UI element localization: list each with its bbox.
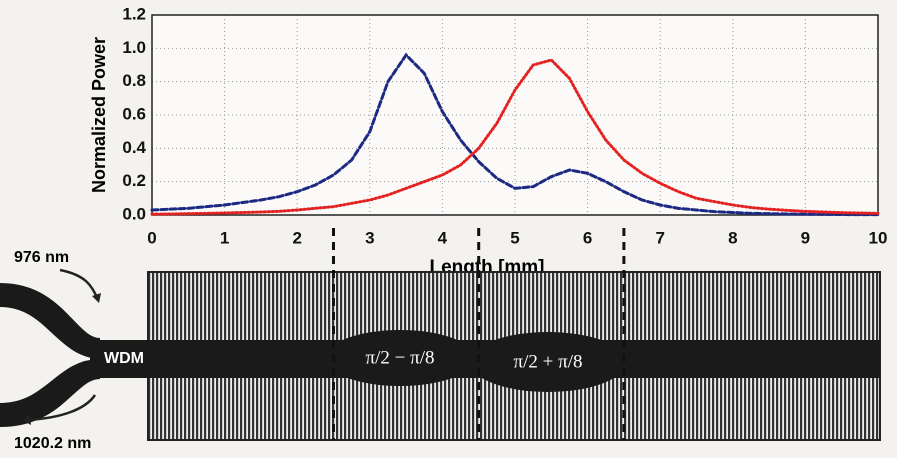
device: 976 nm 1020.2 nm WDM π/2 − π/8 π/2 + π/8 (0, 249, 881, 452)
y-tick-label: 0.2 (122, 171, 146, 190)
section-ellipse (470, 332, 626, 392)
plot: 0.0 0.2 0.4 0.6 0.8 1.0 1.2 0 1 2 3 4 5 6 7 8 9 10 (122, 4, 887, 247)
input-arrow (59, 268, 100, 301)
x-tick-label: 10 (869, 228, 888, 247)
input-wavelength: 976 nm (14, 249, 69, 266)
y-tick-label: 0.6 (122, 104, 146, 123)
x-tick-label: 6 (583, 228, 592, 247)
output-wavelength: 1020.2 nm (14, 435, 91, 452)
y-axis-label: Normalized Power (89, 37, 109, 193)
y-tick-label: 1.2 (122, 4, 146, 23)
x-tick-label: 5 (510, 228, 519, 247)
arrow-head (92, 293, 101, 303)
x-tick-label: 2 (292, 228, 301, 247)
wdm-label: WDM (104, 350, 144, 367)
y-tick-label: 0.8 (122, 71, 146, 90)
x-tick-label: 1 (220, 228, 229, 247)
section-ellipse (325, 330, 475, 386)
series-line (150, 58, 880, 216)
x-tick-label: 0 (147, 228, 156, 247)
x-tick-label: 9 (801, 228, 810, 247)
x-tick-label: 8 (728, 228, 737, 247)
series-line (150, 52, 880, 217)
input-fiber (0, 283, 101, 359)
x-tick-label: 7 (655, 228, 664, 247)
output-arrow (27, 394, 97, 422)
arrow-head (22, 414, 31, 425)
output-fiber (0, 359, 101, 427)
boundaries (332, 228, 626, 440)
section-label: π/2 + π/8 (514, 351, 583, 372)
y-tick-label: 0.0 (122, 204, 146, 223)
y-tick-label: 1.0 (122, 38, 146, 57)
section-label: π/2 − π/8 (366, 347, 435, 368)
x-tick-label: 3 (365, 228, 374, 247)
x-tick-label: 4 (438, 228, 448, 247)
plot-frame (151, 14, 879, 216)
y-tick-label: 0.4 (122, 138, 146, 157)
